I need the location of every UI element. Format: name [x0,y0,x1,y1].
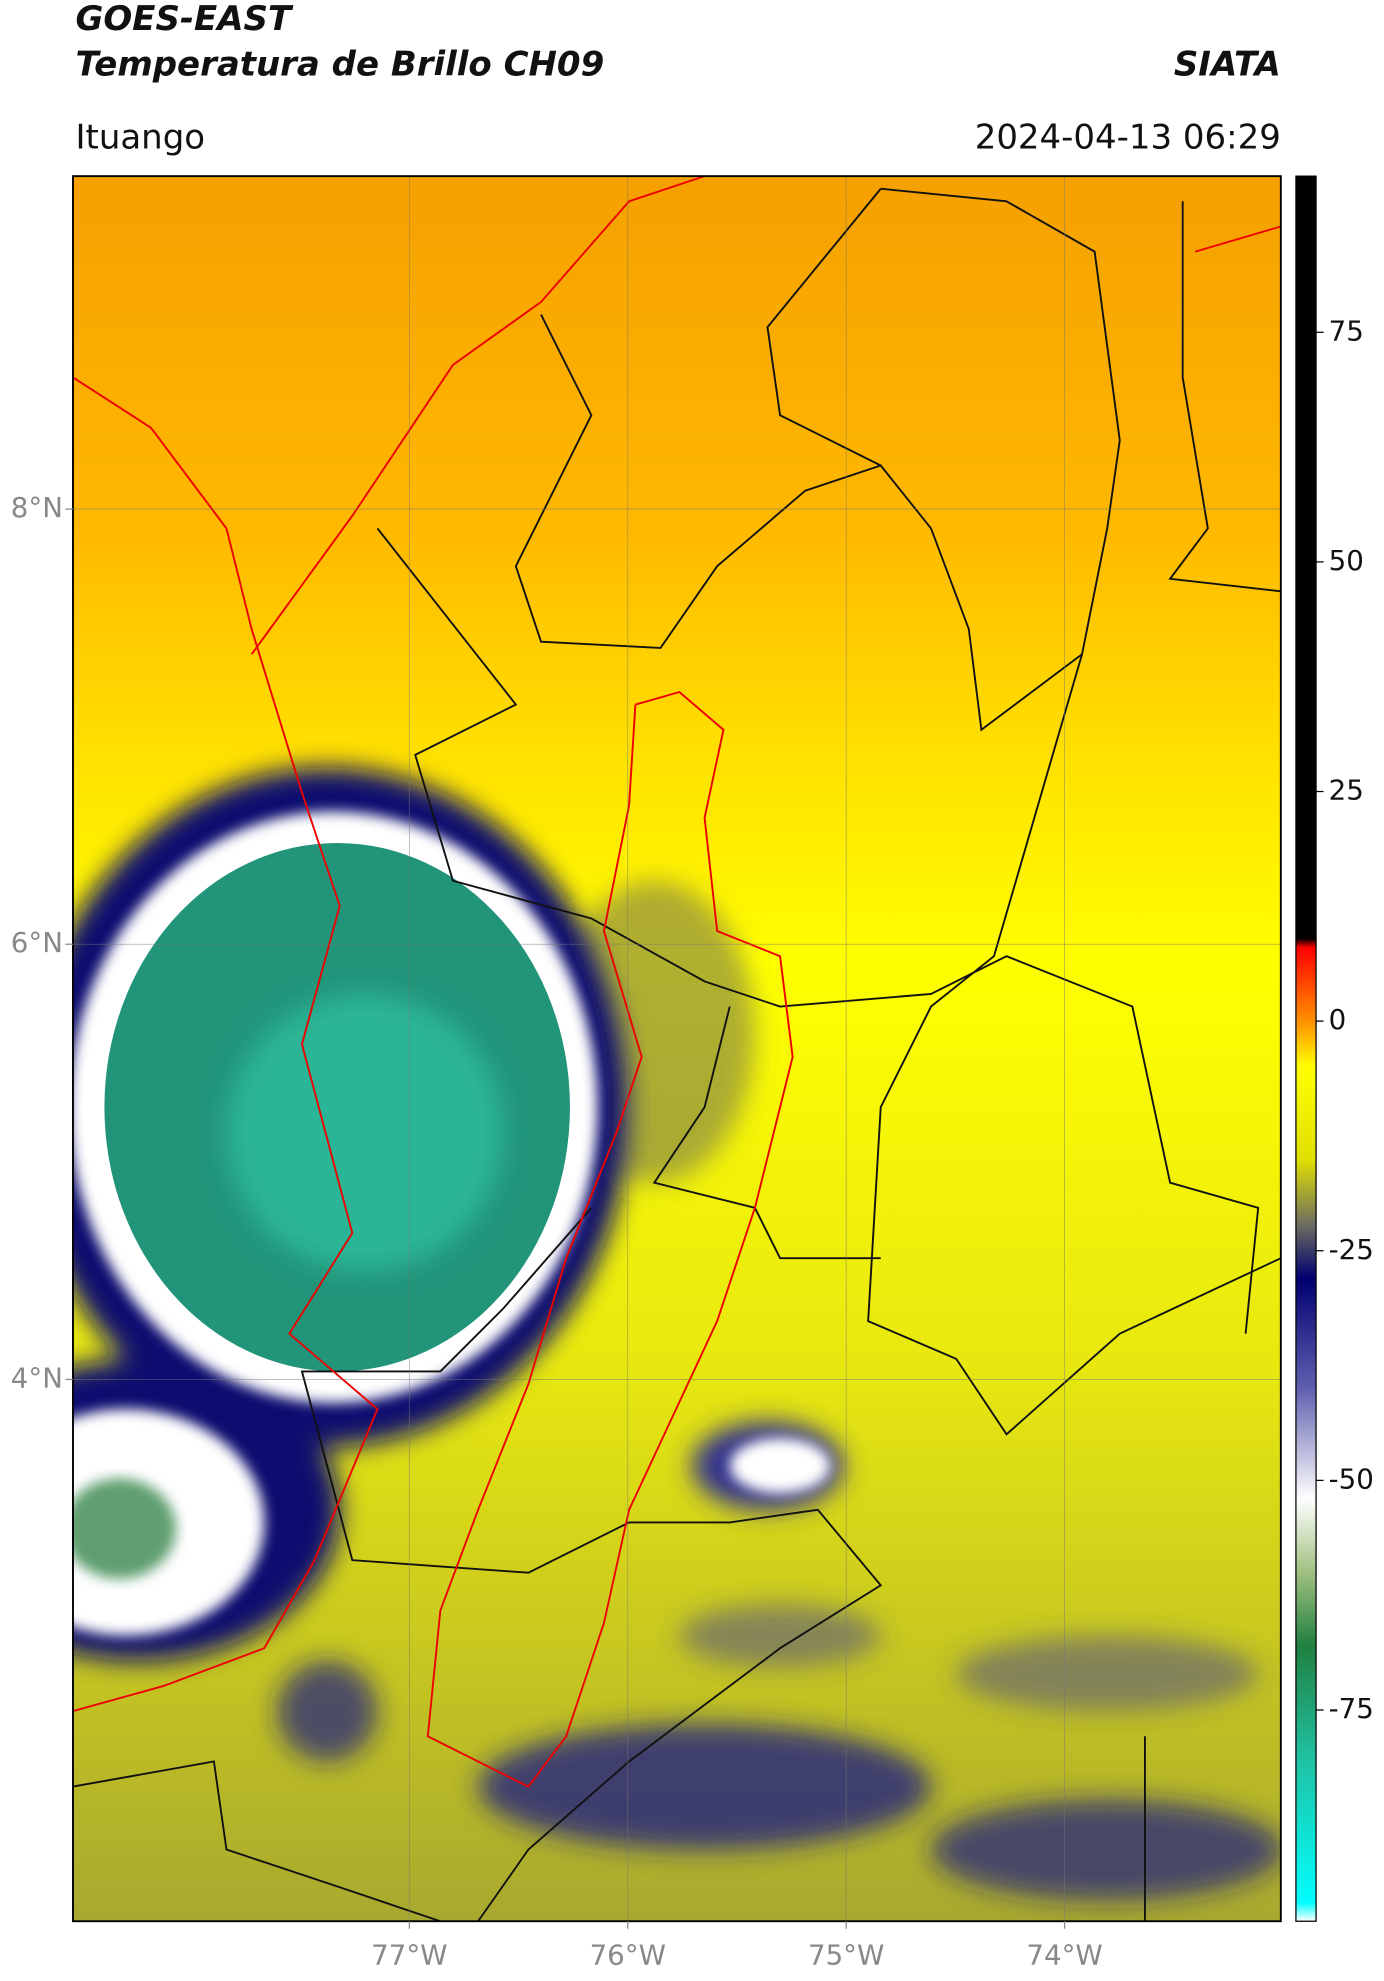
y-tick-label: 6°N [11,926,63,959]
title-line: Temperatura de Brillo CH09 [75,44,604,84]
satellite-image [72,176,1281,1922]
x-tick-label: 75°W [808,1938,884,1971]
y-tick-label: 4°N [11,1361,63,1394]
colorbar-tick-label: 0 [1329,1003,1347,1036]
x-tick-label: 77°W [371,1938,447,1971]
x-tick-label: 76°W [590,1938,666,1971]
colorbar-tick-label: -75 [1329,1692,1374,1725]
colorbar-tick-label: -25 [1329,1233,1374,1266]
colorbar-tick-label: 75 [1329,314,1364,347]
colorbar-tick-label: 25 [1329,774,1364,807]
colorbar-tick-label: -50 [1329,1462,1374,1495]
x-tick-label: 74°W [1026,1938,1102,1971]
location: Ituango [75,117,205,157]
y-tick-label: 8°N [11,491,63,524]
colorbar [1295,175,1317,1922]
colorbar-tick-label: 50 [1329,544,1364,577]
map-frame [72,175,1282,1923]
organization: SIATA [1174,44,1281,84]
datetime: 2024-04-13 06:29 [975,117,1281,157]
title-line: GOES-EAST [75,0,293,39]
